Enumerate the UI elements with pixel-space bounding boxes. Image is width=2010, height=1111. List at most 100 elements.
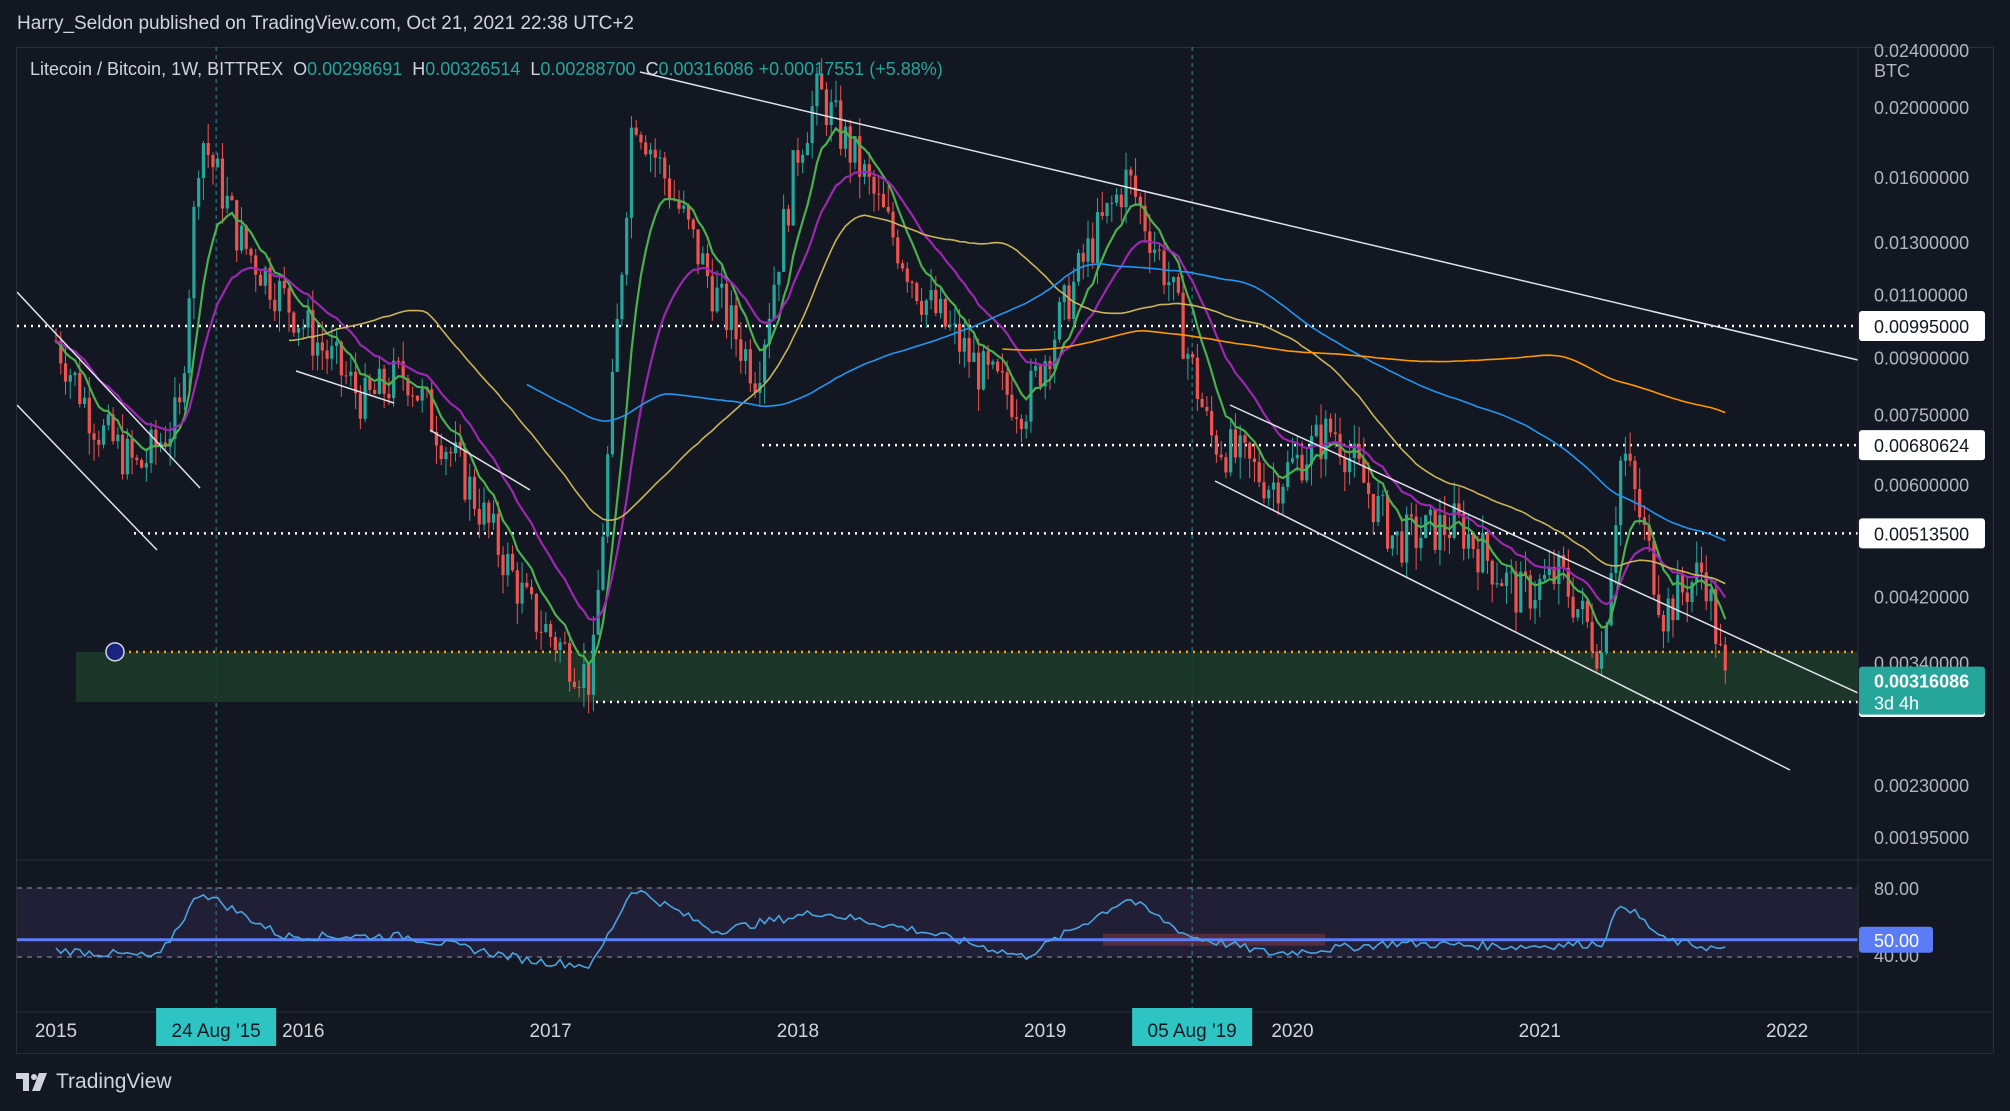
candle-body [1110,202,1114,204]
candle-body [358,393,362,419]
x-highlight-label: 24 Aug '15 [172,1021,261,1042]
candle-body [991,361,995,365]
candle-body [934,289,938,314]
candle-body [948,325,952,327]
candle-body [1481,533,1485,573]
candle-body [858,136,862,177]
candle-body [534,594,538,632]
symbol-title[interactable]: Litecoin / Bitcoin, 1W, BITTREX [30,59,284,79]
candle-body [1314,424,1318,437]
publish-header: Harry_Seldon published on TradingView.co… [0,0,2010,47]
candle-body [1661,615,1666,632]
candle-body [805,143,810,155]
candle-body [206,143,210,156]
candle-body [591,634,596,695]
x-tick-label: 2019 [1024,1021,1066,1042]
publisher-line: Harry_Seldon published on TradingView.co… [17,13,634,34]
candle-body [201,143,206,179]
candle-body [943,298,947,327]
candle-body [648,149,653,155]
candle-body [1395,531,1399,536]
candle-body [1214,435,1219,455]
candle-body [715,287,719,312]
candle-body [1333,432,1337,435]
candle-body [1105,203,1109,216]
candle-body [1233,429,1238,458]
chart-frame [16,47,1994,1054]
candle-body [1086,238,1090,262]
candle-body [1490,560,1494,585]
candle-body [101,425,106,445]
candle-body [734,305,738,340]
candle-body [159,442,163,447]
candle-body [373,389,377,394]
candle-body [116,434,120,442]
candle-body [1400,531,1404,563]
candle-body [254,255,258,275]
candle-body [1557,555,1561,585]
trendline-2016-b[interactable] [429,429,531,491]
candle-body [311,310,315,356]
candle-body [820,73,824,90]
candle-body [782,208,786,272]
candle-body [1566,567,1570,597]
candle-body [938,298,943,314]
candle-body [1305,464,1309,481]
low-value: 0.00288700 [540,59,636,79]
candle-body [862,164,867,177]
trendline-channel-upper-2015[interactable] [17,291,201,489]
candle-body [73,372,77,376]
candle-body [377,368,381,394]
candle-body [178,397,182,403]
trendline-major-down[interactable] [639,71,1858,361]
x-tick-label: 2017 [529,1021,571,1042]
candle-body [1552,566,1556,585]
candle-body [1609,573,1613,626]
trendline-channel-lower-2015[interactable] [17,404,158,551]
tradingview-logo[interactable]: TradingView [16,1070,172,1094]
candle-body [1319,424,1323,460]
candle-body [1561,555,1566,568]
close-label: C [645,59,659,79]
candle-body [1043,360,1047,387]
candle-body [430,389,434,432]
candle-body [1000,371,1004,373]
trendline-channel-upper-2020[interactable] [1229,404,1858,694]
ema-fast-line [55,126,1727,667]
candle-body [1067,285,1071,319]
candle-body [644,142,648,155]
candle-body [1419,537,1423,549]
candle-body [634,127,638,135]
trendline-channel-lower-2020[interactable] [1214,480,1791,771]
rsi-upper-label: 80.00 [1874,879,1919,899]
candle-body [211,155,215,168]
candle-body [1172,276,1176,283]
candle-body [682,205,686,209]
candle-body [1324,418,1328,460]
anchor-point-marker[interactable] [105,642,125,662]
high-label: H [412,59,426,79]
candle-body [315,342,320,356]
close-value: 0.00316086 [658,59,754,79]
candle-body [1243,435,1247,443]
trendline-2016-a[interactable] [295,370,395,404]
candle-body [710,276,714,312]
candle-body [1666,598,1670,632]
sma-50-line [288,214,1726,585]
candle-body [187,298,191,374]
candle-body [63,363,68,382]
candle-body [1343,457,1347,473]
candle-body [1138,196,1142,206]
candle-body [1438,515,1442,550]
candle-body [1495,583,1499,585]
candle-body [563,642,567,644]
candle-body [349,371,353,376]
candle-body [1718,643,1723,645]
countdown-label: 3d 4h [1874,694,1919,714]
candle-body [325,350,329,359]
candle-body [829,102,833,125]
candle-body [59,341,63,364]
candle-body [582,664,586,689]
candle-body [387,393,391,399]
